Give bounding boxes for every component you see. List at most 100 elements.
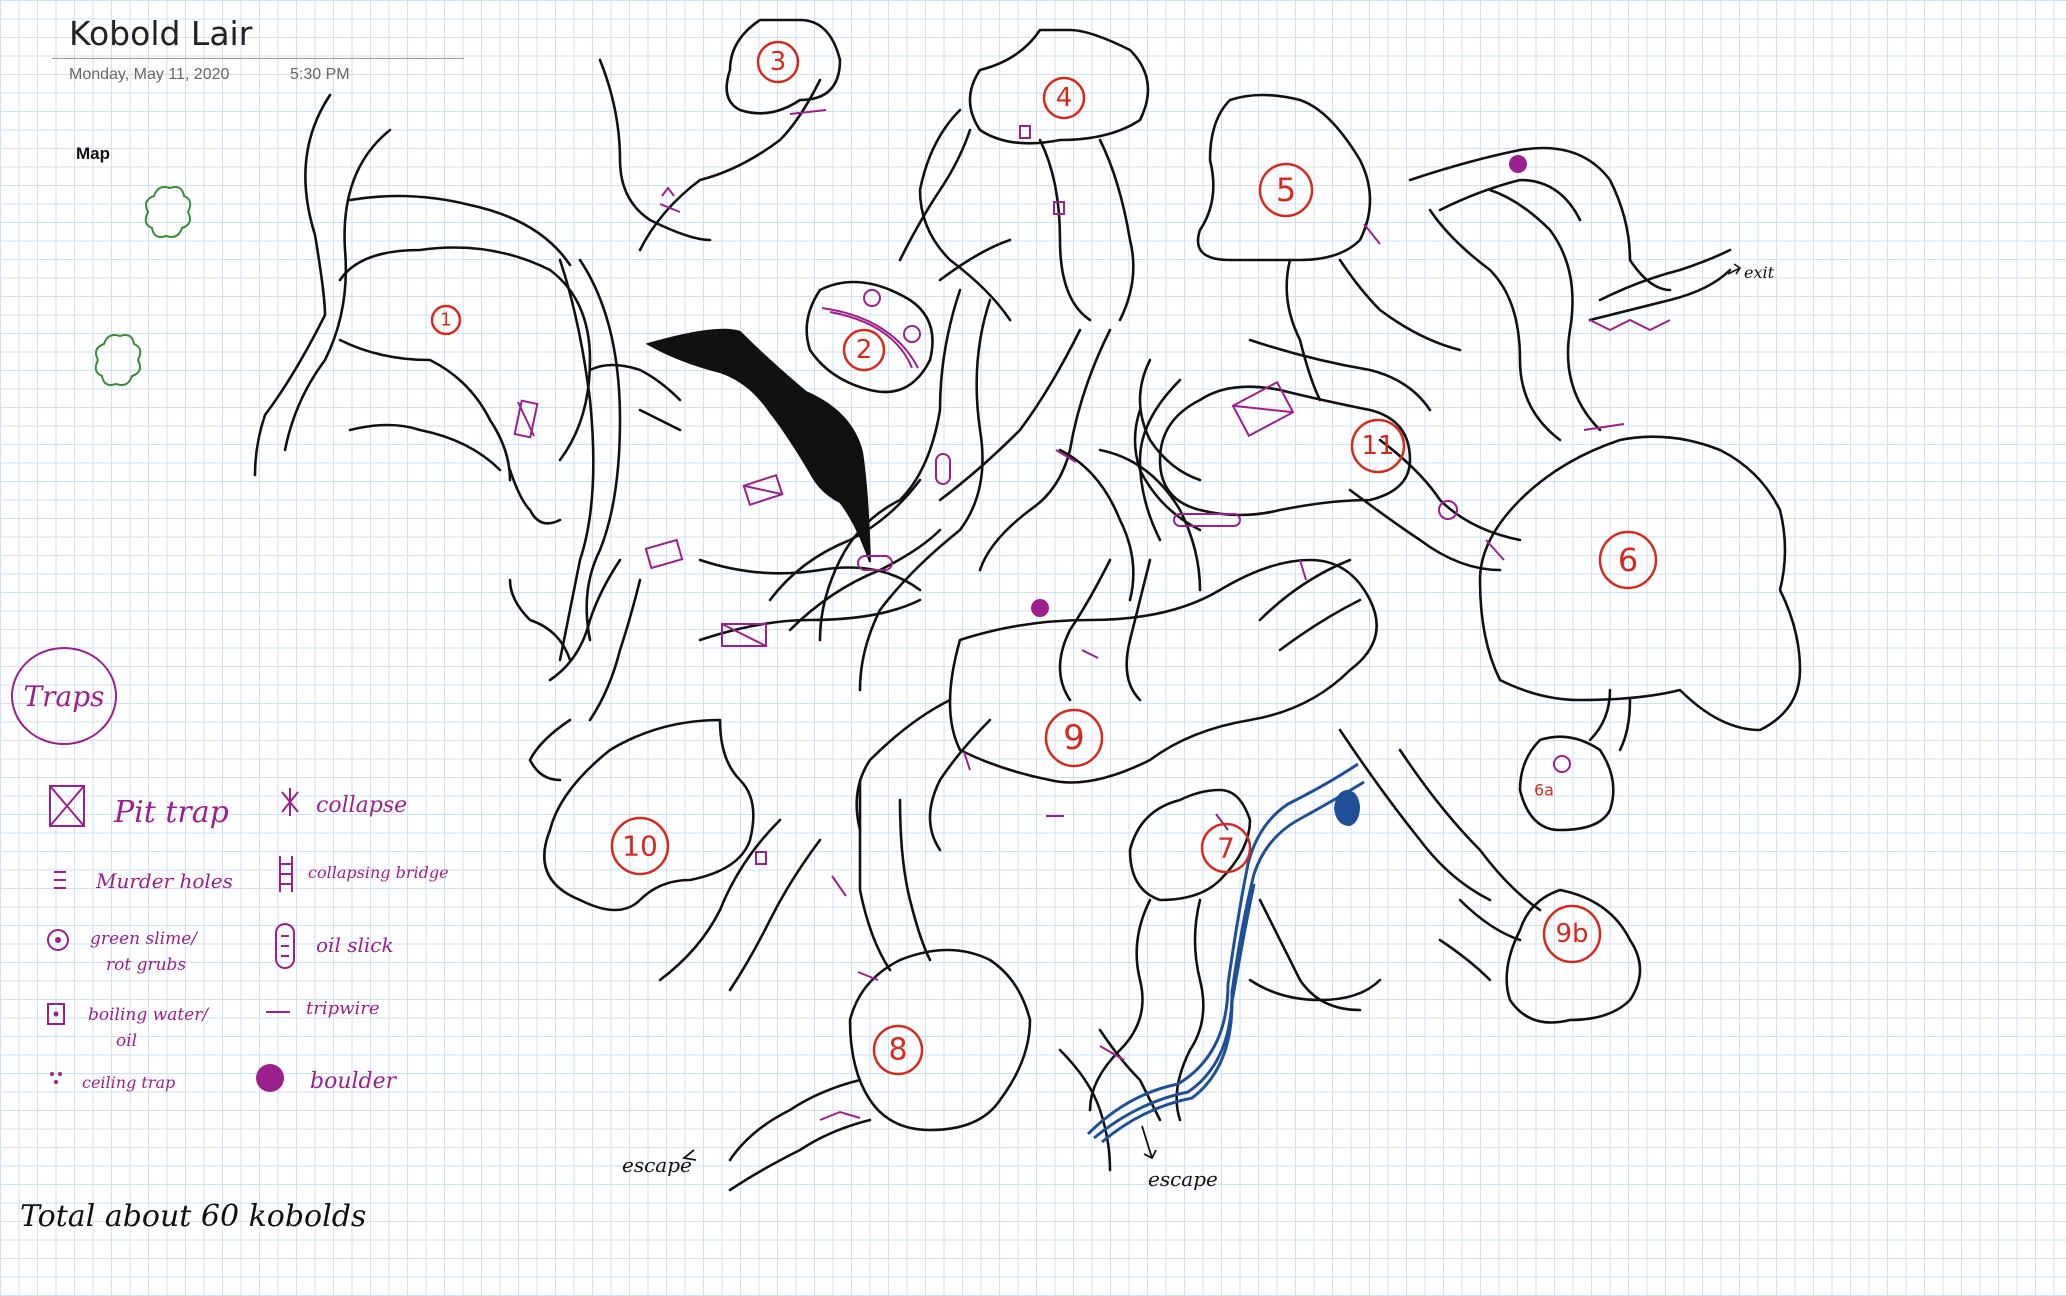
cave-wall [1598,248,1732,302]
cave-wall [638,408,682,432]
room-9-label: 9 [1063,718,1085,758]
room-2-marker [842,328,886,372]
cave-wall [1133,408,1202,532]
oil-slick-icon [935,453,951,485]
room-9b-label: 9b [1555,919,1588,949]
cave-wall [1058,1048,1112,1172]
tripwire-icon [1299,559,1307,581]
cave-wall [1398,748,1542,912]
cave-wall [898,798,932,962]
escape-bottom-label: escape [1148,1167,1218,1191]
room-3-label: 3 [770,47,787,77]
cave-wall [578,258,622,642]
cave-wall [1488,188,1602,432]
cave-wall [253,93,332,477]
legend-boiling-water-label: boiling water/ [88,1005,210,1025]
murder-holes-icon [54,871,66,889]
cave-wall [818,288,962,642]
cave-wall [1518,735,1615,832]
room-1-label: 1 [440,310,451,331]
room-8-label: 8 [888,1033,907,1068]
cave-wall [1058,558,1112,702]
tripwire-icon [1081,649,1099,659]
cave-wall [1338,258,1462,352]
room-markers [430,40,1658,1076]
cave-wall [1408,146,1672,292]
cave-wall [858,298,992,692]
cave-wall [588,363,682,402]
exit-right-arrow [1727,263,1742,275]
cave-wall [1098,1028,1162,1122]
cave-wall [1248,338,1432,412]
boulder-icon [1509,155,1527,173]
cave-wall [1285,258,1322,402]
cave-wall [658,818,782,982]
cave-wall [728,1118,872,1192]
underground-stream [1086,762,1365,1144]
escape-bottom-arrow [1141,1125,1157,1160]
tree-icon [144,186,192,238]
green-slime-icon [1438,500,1458,520]
cave-wall [918,108,1012,322]
cave-wall [848,948,1032,1132]
cave-wall [1438,938,1492,982]
pit-trap-icon [721,623,767,647]
cave-wall [508,578,572,662]
legend-ceiling-trap-label: ceiling trap [82,1073,175,1092]
collapse-icon [831,875,847,897]
exit-right-label: exit [1744,263,1775,282]
cave-wall [1258,558,1352,622]
water-pool [1334,790,1360,826]
tripwire-icon [1363,223,1381,245]
cave-wall [508,468,562,525]
page-time: 5:30 PM [290,66,350,83]
cave-wall [1438,178,1582,222]
boulder-icon [256,1064,284,1092]
cave-wall [638,78,822,252]
cave-wall [348,194,572,267]
cave-wall [558,258,595,662]
pit-trap-icon [742,473,784,507]
cave-wall [1478,435,1802,732]
cave-wall [698,598,922,642]
room-7-marker [1200,822,1252,874]
boiling-water-icon [47,1003,65,1025]
legend-murder-holes-label: Murder holes [95,869,233,893]
room-8-marker [872,1024,924,1076]
cave-wall [1196,93,1372,262]
legend-tripwire-label: tripwire [306,998,380,1019]
legend-pit-trap-label: Pit trap [113,795,229,830]
cave-wall [1338,728,1492,902]
total-note: Total about 60 kobolds [20,1199,366,1234]
tripwire-icon [1215,813,1229,831]
cave-wall [543,718,755,912]
boiling-water-icon [1053,201,1065,215]
cave-wall [1618,698,1632,752]
room-2-label: 2 [856,335,873,365]
cave-wall [1098,448,1202,592]
legend-green-slime-label: green slime/ [90,929,199,949]
cave-wall [1278,598,1362,652]
legend-boiling-water-label-2: oil [116,1031,137,1051]
room-5-marker [1258,162,1314,218]
cave-wall [928,718,992,852]
room-9b-marker [1542,904,1602,964]
cave-wall [978,328,1112,572]
cave-wall [338,338,512,482]
room-3-marker [756,40,800,84]
cave-wall [728,838,822,992]
pit-trap-icon [644,538,684,570]
cave-wall [938,328,1082,502]
boiling-water-icon [1019,125,1031,139]
boulder-icon [1031,599,1049,617]
cave-wall [898,128,972,262]
cave-wall [938,238,1012,282]
collapse-icon [281,788,299,816]
cave-wall [598,58,712,242]
cave-wall [1348,488,1502,572]
collapse-icon [1055,449,1077,463]
legend-boulder-label: boulder [310,1069,398,1094]
cave-wall [1098,138,1135,322]
escape-left-label: escape [622,1153,692,1177]
